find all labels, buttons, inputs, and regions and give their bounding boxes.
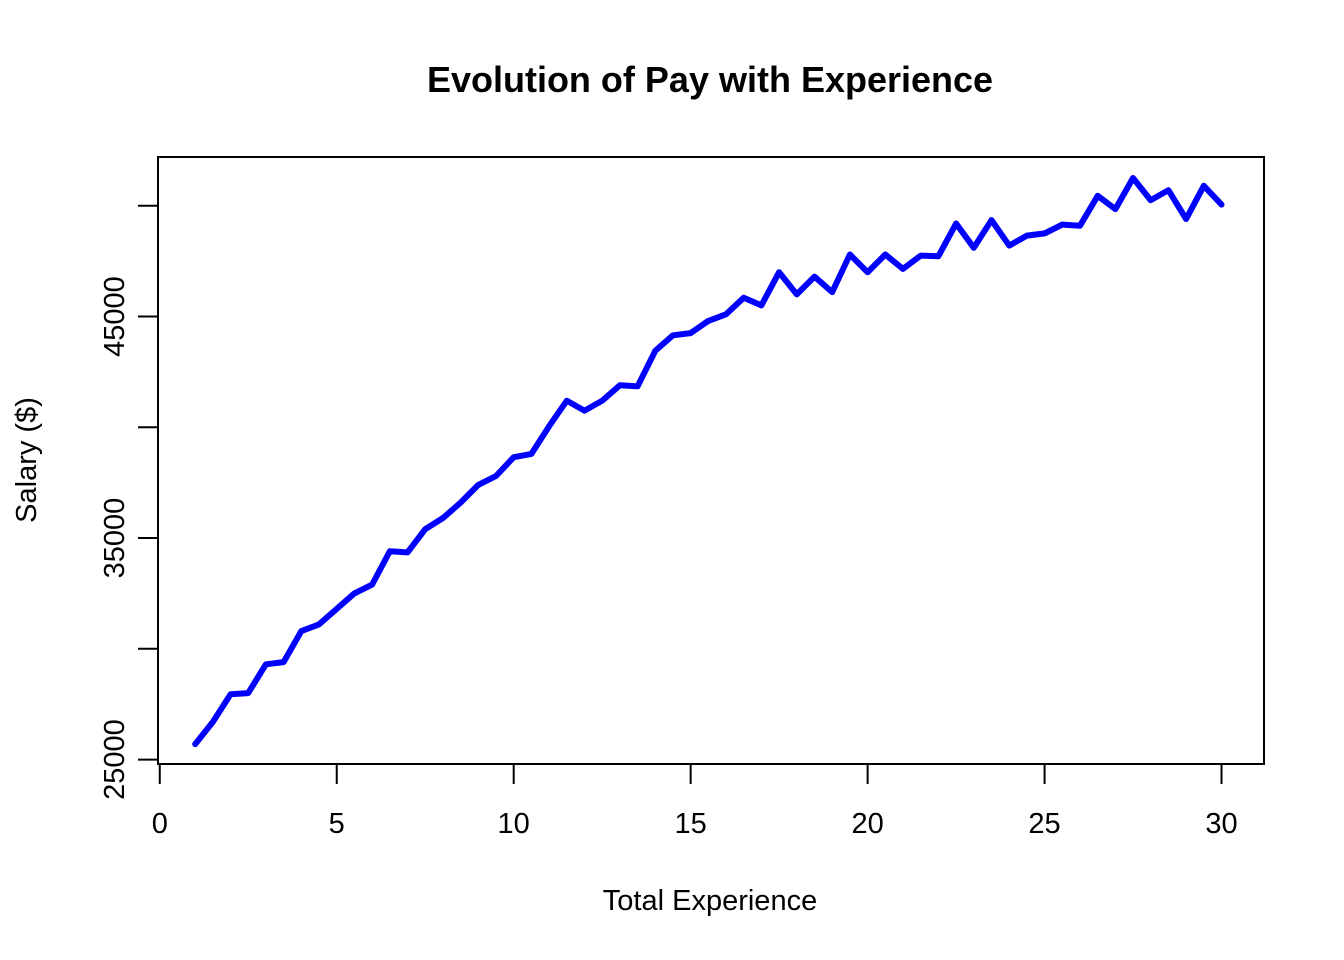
x-tick-label: 25 xyxy=(1028,808,1060,840)
x-tick-label: 30 xyxy=(1205,808,1237,840)
x-tick-label: 15 xyxy=(675,808,707,840)
y-axis: 25000 35000 45000 xyxy=(99,204,159,800)
chart-title: Evolution of Pay with Experience xyxy=(427,59,993,100)
x-axis: 0 5 10 15 20 25 30 xyxy=(152,763,1238,840)
y-tick-label: 25000 xyxy=(99,719,131,800)
x-tick-label: 5 xyxy=(329,808,345,840)
x-tick-label: 20 xyxy=(851,808,883,840)
y-axis-label: Salary ($) xyxy=(11,397,43,523)
y-tick-label: 35000 xyxy=(99,498,131,579)
x-tick-label: 0 xyxy=(152,808,168,840)
x-axis-label: Total Experience xyxy=(603,885,817,917)
x-tick-label: 10 xyxy=(498,808,530,840)
plot-frame xyxy=(157,156,1265,765)
salary-series-line xyxy=(192,175,1225,748)
y-tick-label: 45000 xyxy=(99,276,131,357)
